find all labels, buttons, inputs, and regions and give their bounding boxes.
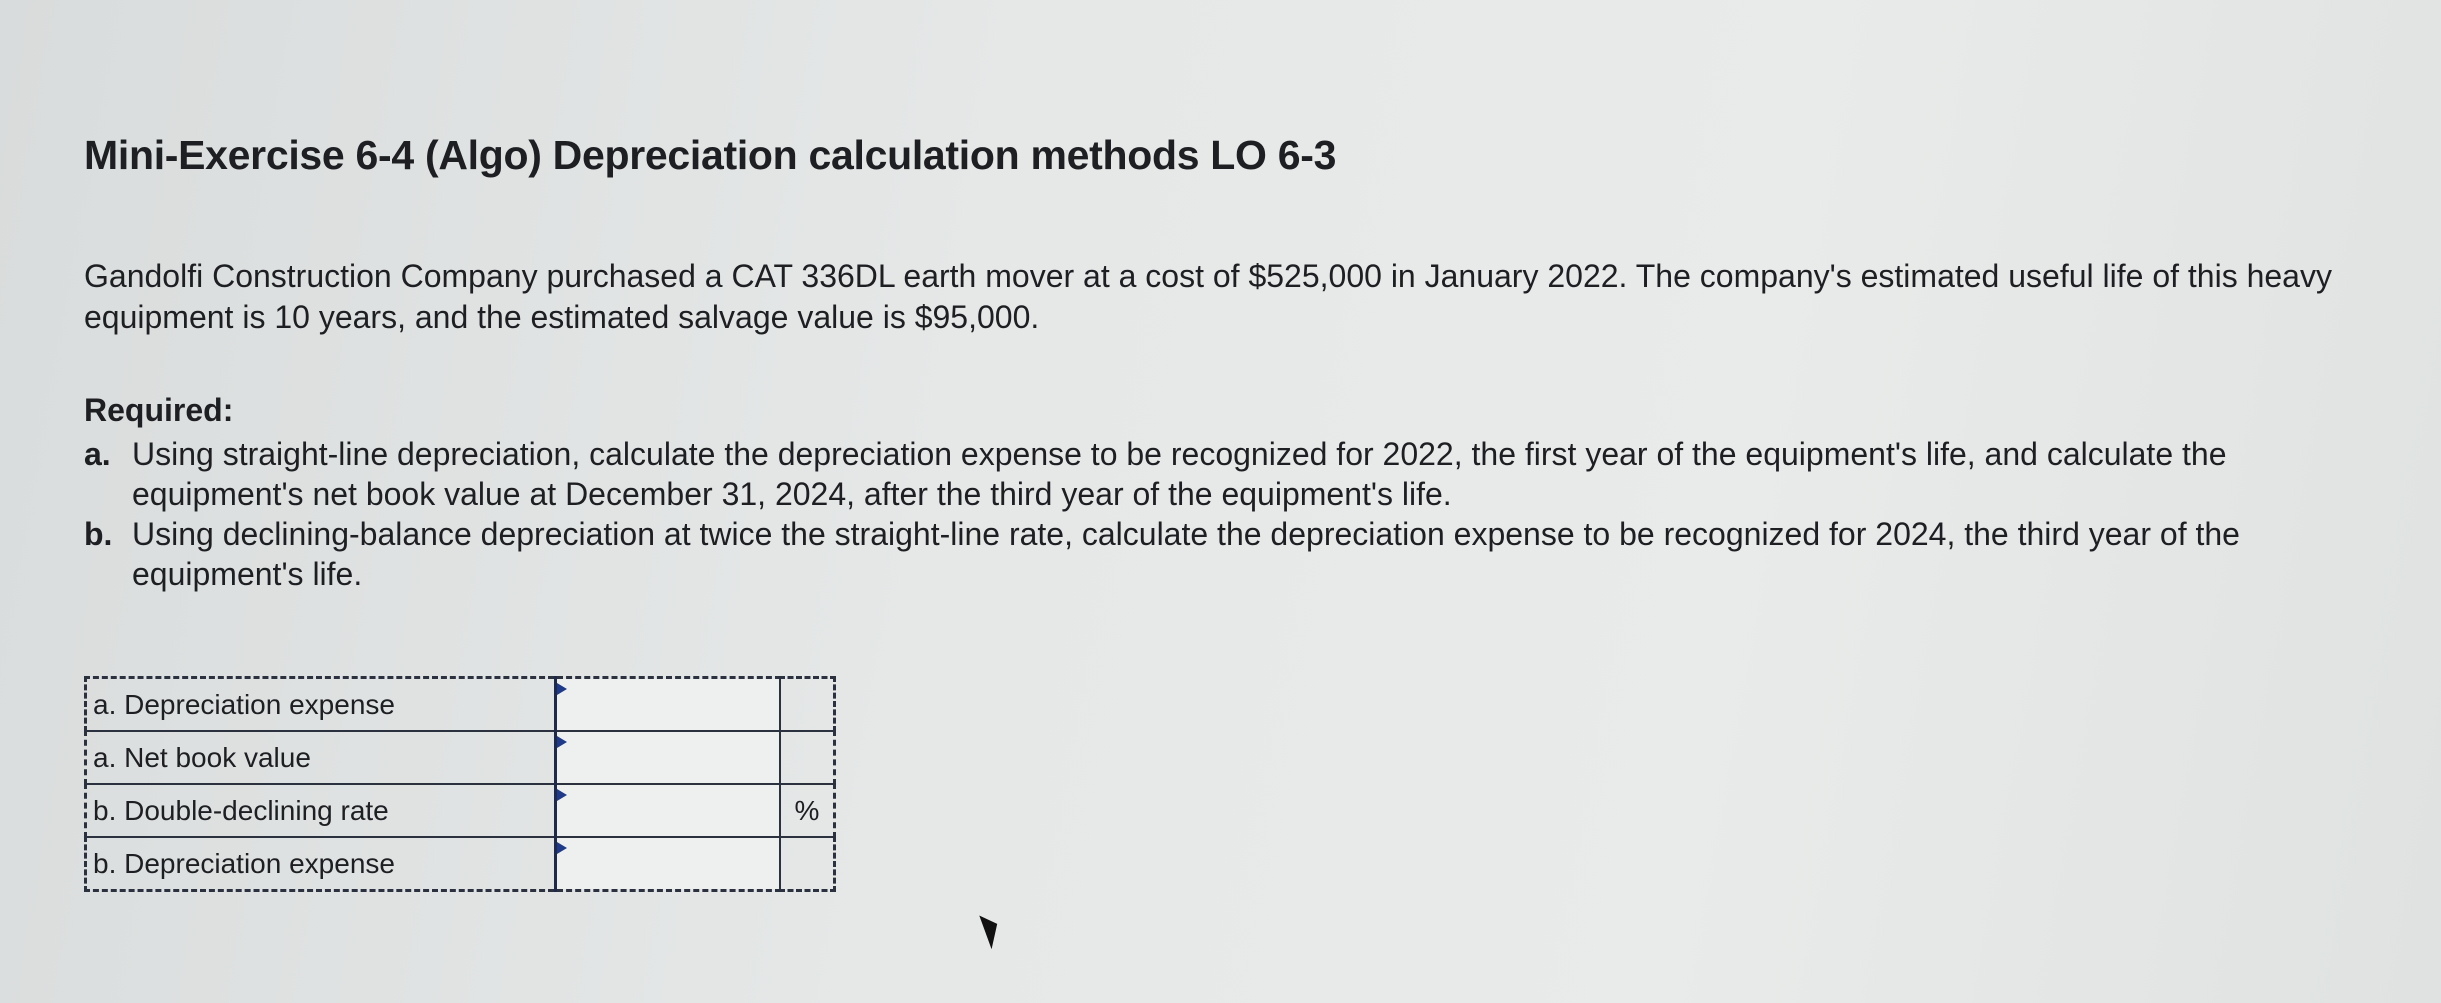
row-label: a. Net book value xyxy=(84,730,557,785)
table-row: a. Net book value xyxy=(84,730,836,785)
mouse-cursor-icon xyxy=(979,910,1005,950)
table-row: b. Depreciation expense xyxy=(84,836,836,892)
double-declining-rate-input[interactable] xyxy=(563,789,777,832)
requirements-list: a. Using straight-line depreciation, cal… xyxy=(84,434,2384,594)
requirement-a: a. Using straight-line depreciation, cal… xyxy=(84,434,2384,514)
depreciation-expense-a-input[interactable] xyxy=(563,683,777,726)
requirement-letter: a. xyxy=(84,436,111,472)
requirement-b: b. Using declining-balance depreciation … xyxy=(84,514,2384,594)
table-row: b. Double-declining rate % xyxy=(84,783,836,838)
requirement-letter: b. xyxy=(84,516,113,552)
net-book-value-input[interactable] xyxy=(563,736,777,779)
page-title: Mini-Exercise 6-4 (Algo) Depreciation ca… xyxy=(84,132,1337,178)
unit-cell xyxy=(779,836,836,892)
unit-cell xyxy=(779,730,836,785)
requirement-text: Using straight-line depreciation, calcul… xyxy=(132,436,2227,512)
table-row: a. Depreciation expense xyxy=(84,676,836,732)
row-label: a. Depreciation expense xyxy=(84,676,557,732)
row-label: b. Depreciation expense xyxy=(84,836,557,892)
row-label: b. Double-declining rate xyxy=(84,783,557,838)
percent-unit: % xyxy=(779,783,836,838)
requirement-text: Using declining-balance depreciation at … xyxy=(132,516,2240,592)
answer-table: a. Depreciation expense a. Net book valu… xyxy=(84,676,836,892)
problem-description: Gandolfi Construction Company purchased … xyxy=(84,258,2332,335)
depreciation-expense-b-input[interactable] xyxy=(563,842,777,885)
unit-cell xyxy=(779,676,836,732)
required-heading: Required: xyxy=(84,392,234,428)
